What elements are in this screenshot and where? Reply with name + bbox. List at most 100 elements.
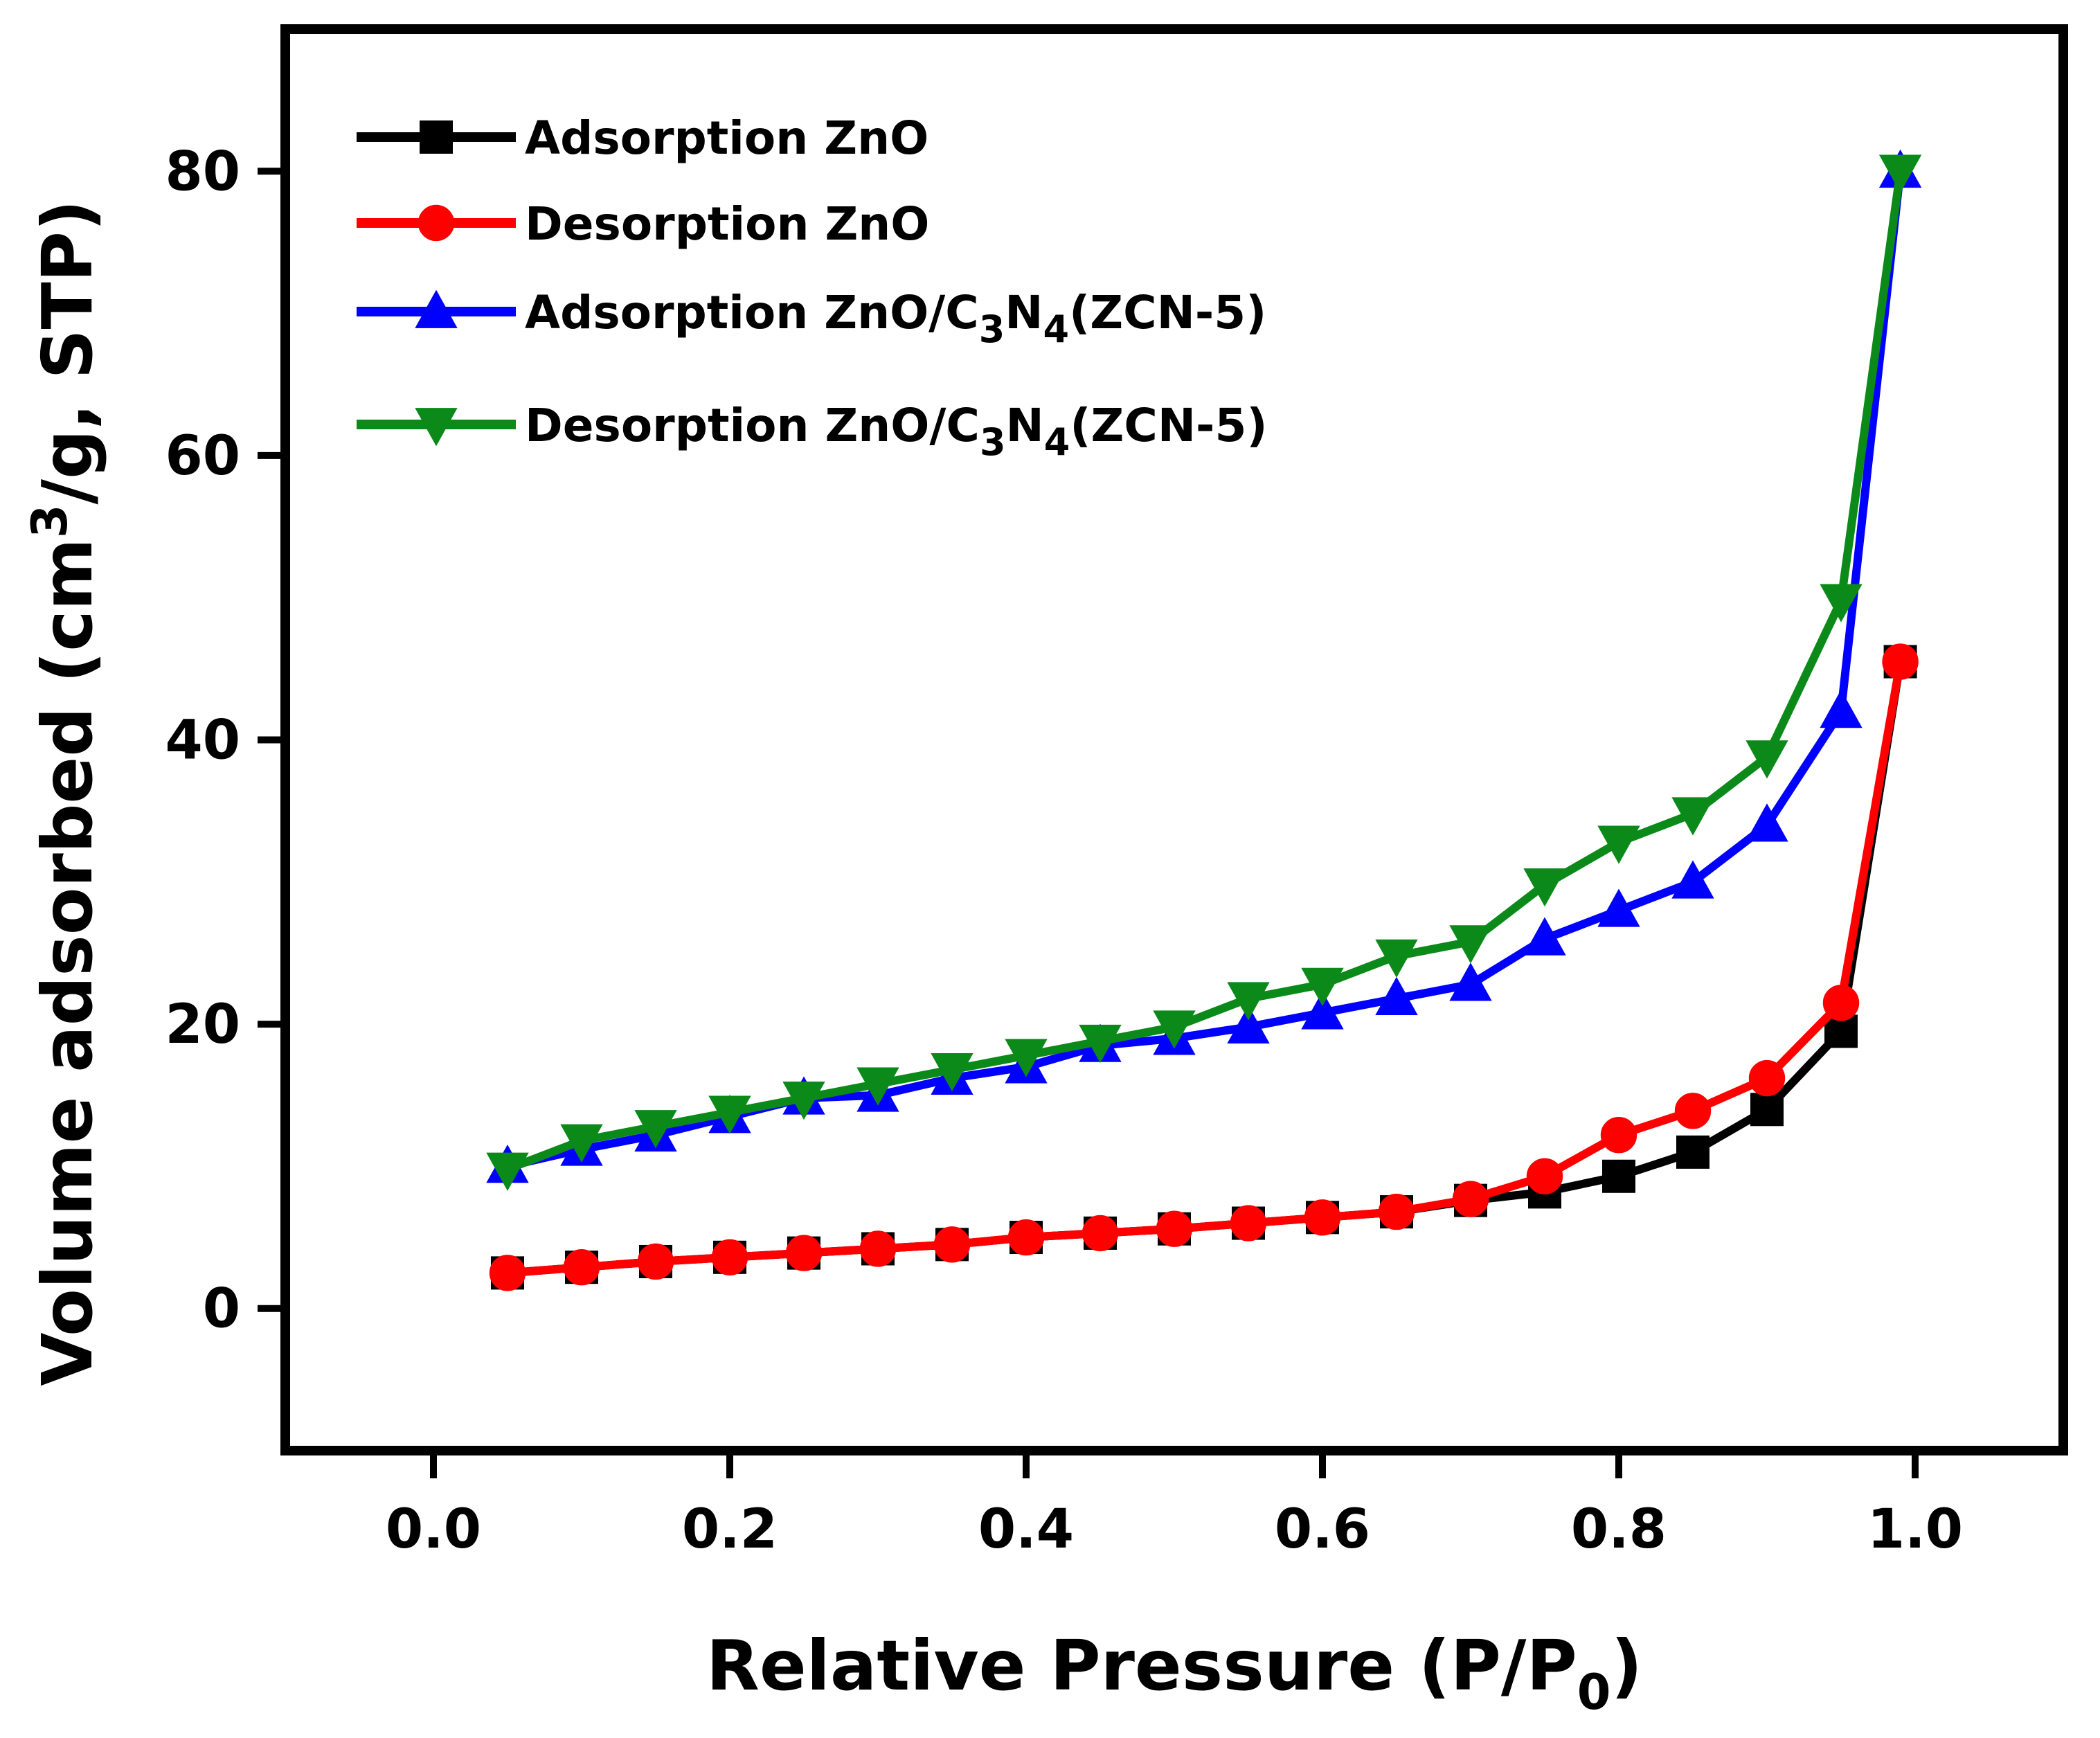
data-point: [1745, 740, 1788, 779]
data-point: [782, 1082, 825, 1120]
legend-label: Adsorption ZnO: [525, 111, 928, 165]
data-point: [1227, 1005, 1270, 1044]
data-point: [1597, 825, 1640, 864]
y-tick-label: 80: [165, 141, 240, 203]
x-tick-label: 0.6: [1275, 1498, 1370, 1561]
data-point: [1449, 962, 1492, 1001]
x-tick-label: 0.8: [1571, 1498, 1667, 1561]
x-tick-label: 0.0: [386, 1498, 481, 1561]
data-point: [1079, 1024, 1122, 1064]
series-group: [486, 149, 1922, 1291]
data-point: [1602, 1159, 1635, 1193]
data-point: [1375, 976, 1418, 1015]
legend-entry-1: Adsorption ZnO: [357, 111, 928, 165]
data-point: [1676, 1135, 1709, 1169]
data-point: [1301, 991, 1344, 1030]
series-2: [489, 643, 1919, 1291]
x-tick-label: 0.2: [682, 1498, 778, 1561]
data-point: [1304, 1199, 1341, 1236]
data-point: [1526, 1158, 1563, 1194]
data-point: [859, 1230, 897, 1267]
legend-label-subscript: 4: [1043, 307, 1070, 351]
legend-label-subscript: 3: [980, 420, 1006, 464]
legend-label-part: N: [1005, 286, 1043, 339]
legend-label-part: Desorption ZnO/C: [525, 399, 980, 452]
data-point: [1820, 584, 1863, 622]
y-axis: 0 20 40 60 80: [165, 141, 285, 1341]
legend-entry-3: Adsorption ZnO/C3N4(ZCN-5): [357, 286, 1266, 351]
x-tick-label: 1.0: [1867, 1498, 1963, 1561]
data-point: [486, 1152, 529, 1191]
y-tick-label: 40: [165, 710, 240, 772]
legend-entry-4: Desorption ZnO/C3N4(ZCN-5): [357, 399, 1268, 464]
data-point: [1882, 643, 1919, 680]
data-point: [1007, 1219, 1045, 1256]
x-axis-title-subscript: 0: [1577, 1664, 1611, 1721]
data-point: [1671, 860, 1714, 899]
x-axis-title-close: ): [1610, 1625, 1642, 1706]
data-point: [1156, 1210, 1193, 1247]
y-axis-title-pre: Volume adsorbed (cm: [27, 538, 108, 1386]
y-axis-title: Volume adsorbed (cm3/g, STP): [21, 199, 108, 1386]
data-point: [1378, 1193, 1415, 1230]
legend-label-part: Adsorption ZnO/C: [525, 286, 979, 339]
data-point: [933, 1226, 971, 1263]
legend-label-part: (ZCN-5): [1070, 399, 1267, 452]
data-point: [1878, 154, 1922, 193]
legend-label: Desorption ZnO: [525, 197, 929, 251]
x-axis: 0.0 0.2 0.4 0.6 0.8 1.0: [386, 1451, 1963, 1561]
data-point: [1820, 690, 1863, 728]
data-point: [1674, 1093, 1712, 1129]
data-point: [1745, 803, 1788, 842]
data-point: [1523, 868, 1566, 907]
data-point: [856, 1067, 899, 1106]
data-point: [1375, 939, 1418, 978]
y-axis-title-superscript: 3: [21, 504, 78, 538]
legend-marker: [415, 289, 458, 328]
data-point: [1523, 917, 1566, 956]
data-point: [1452, 1181, 1489, 1217]
legend-marker: [418, 204, 455, 242]
y-tick-label: 0: [203, 1278, 240, 1341]
data-point: [708, 1095, 751, 1134]
data-point: [1227, 982, 1270, 1021]
data-point: [563, 1248, 600, 1286]
y-tick-label: 60: [165, 425, 240, 487]
data-point: [1750, 1093, 1784, 1127]
data-point: [1597, 888, 1640, 927]
legend-label: Desorption ZnO/C3N4(ZCN-5): [525, 399, 1268, 464]
x-axis-title-main: Relative Pressure (P/P: [706, 1625, 1577, 1706]
x-tick-label: 0.4: [978, 1498, 1074, 1561]
data-point: [711, 1239, 748, 1275]
data-point: [1748, 1059, 1786, 1097]
data-point: [560, 1124, 603, 1163]
y-tick-label: 20: [165, 994, 240, 1056]
legend-label: Adsorption ZnO/C3N4(ZCN-5): [525, 286, 1266, 351]
legend-marker: [415, 408, 458, 447]
data-point: [489, 1255, 526, 1291]
x-axis-title: Relative Pressure (P/P0): [706, 1625, 1642, 1721]
data-point: [1230, 1205, 1267, 1242]
data-point: [1822, 985, 1860, 1021]
legend-entry-2: Desorption ZnO: [357, 197, 929, 251]
legend: Adsorption ZnO Desorption ZnO Adsorption Z…: [357, 111, 1268, 464]
data-point: [785, 1235, 823, 1271]
legend-marker: [420, 120, 453, 154]
data-point: [1082, 1215, 1119, 1252]
y-axis-title-post: /g, STP): [27, 199, 108, 504]
data-point: [931, 1052, 973, 1092]
legend-label-part: (ZCN-5): [1069, 286, 1266, 339]
legend-label-subscript: 4: [1044, 420, 1070, 464]
data-point: [637, 1243, 674, 1280]
data-point: [1600, 1117, 1637, 1154]
data-point: [1449, 925, 1492, 964]
data-point: [1671, 797, 1714, 836]
data-point: [1153, 1010, 1196, 1049]
data-point: [634, 1110, 677, 1149]
data-point: [1005, 1039, 1048, 1077]
series-4: [486, 154, 1922, 1191]
data-point: [1301, 967, 1344, 1007]
legend-label-part: N: [1006, 399, 1044, 452]
